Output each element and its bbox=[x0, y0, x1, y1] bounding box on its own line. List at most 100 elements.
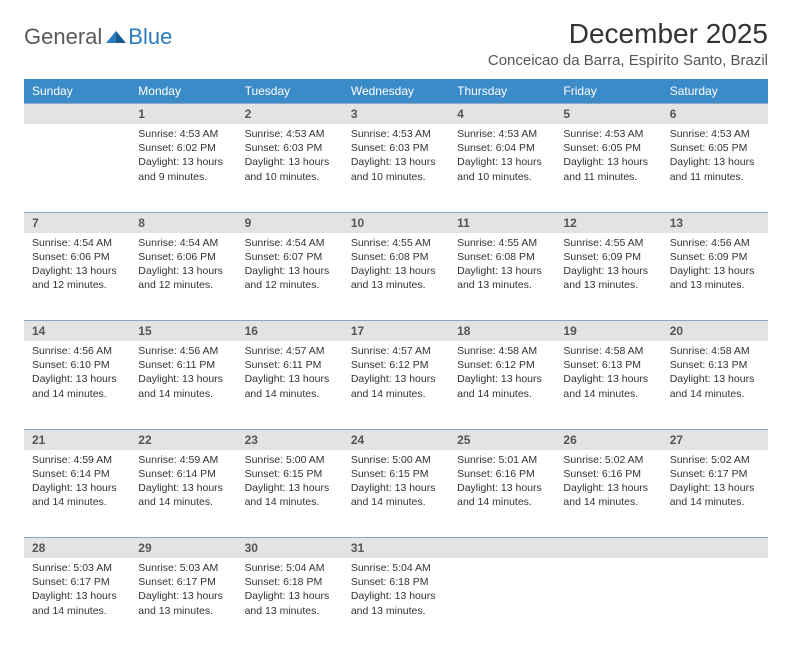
day-number-cell: 30 bbox=[237, 538, 343, 559]
day-details: Sunrise: 4:55 AMSunset: 6:08 PMDaylight:… bbox=[343, 233, 449, 303]
day-number: 7 bbox=[24, 213, 130, 233]
day-number-row: 78910111213 bbox=[24, 212, 768, 233]
daylight-line: Daylight: 13 hours and 14 minutes. bbox=[351, 372, 441, 400]
day-number: 4 bbox=[449, 104, 555, 124]
day-number: 31 bbox=[343, 538, 449, 558]
day-cell: Sunrise: 4:57 AMSunset: 6:11 PMDaylight:… bbox=[237, 341, 343, 429]
day-details: Sunrise: 4:54 AMSunset: 6:07 PMDaylight:… bbox=[237, 233, 343, 303]
day-number: 28 bbox=[24, 538, 130, 558]
day-number-cell: 31 bbox=[343, 538, 449, 559]
day-details: Sunrise: 5:03 AMSunset: 6:17 PMDaylight:… bbox=[130, 558, 236, 628]
sunset-line: Sunset: 6:05 PM bbox=[670, 141, 760, 155]
day-number: 24 bbox=[343, 430, 449, 450]
day-details: Sunrise: 4:57 AMSunset: 6:12 PMDaylight:… bbox=[343, 341, 449, 411]
day-details: Sunrise: 4:53 AMSunset: 6:05 PMDaylight:… bbox=[555, 124, 661, 194]
sunrise-line: Sunrise: 5:04 AM bbox=[351, 561, 441, 575]
sunrise-line: Sunrise: 4:53 AM bbox=[351, 127, 441, 141]
day-number: 9 bbox=[237, 213, 343, 233]
weekday-header: Monday bbox=[130, 79, 236, 104]
sunrise-line: Sunrise: 5:00 AM bbox=[245, 453, 335, 467]
day-number-cell: 23 bbox=[237, 429, 343, 450]
weekday-header: Friday bbox=[555, 79, 661, 104]
daylight-line: Daylight: 13 hours and 11 minutes. bbox=[670, 155, 760, 183]
sunset-line: Sunset: 6:15 PM bbox=[245, 467, 335, 481]
day-number: 23 bbox=[237, 430, 343, 450]
sunrise-line: Sunrise: 4:55 AM bbox=[563, 236, 653, 250]
sunset-line: Sunset: 6:17 PM bbox=[138, 575, 228, 589]
day-number-cell: 25 bbox=[449, 429, 555, 450]
day-details: Sunrise: 4:58 AMSunset: 6:13 PMDaylight:… bbox=[662, 341, 768, 411]
day-number: 8 bbox=[130, 213, 236, 233]
day-details: Sunrise: 5:04 AMSunset: 6:18 PMDaylight:… bbox=[237, 558, 343, 628]
sunset-line: Sunset: 6:13 PM bbox=[670, 358, 760, 372]
day-number: 15 bbox=[130, 321, 236, 341]
day-number-cell: 9 bbox=[237, 212, 343, 233]
day-cell: Sunrise: 4:54 AMSunset: 6:06 PMDaylight:… bbox=[24, 233, 130, 321]
sunset-line: Sunset: 6:12 PM bbox=[457, 358, 547, 372]
day-number: 30 bbox=[237, 538, 343, 558]
sunset-line: Sunset: 6:07 PM bbox=[245, 250, 335, 264]
sunset-line: Sunset: 6:08 PM bbox=[351, 250, 441, 264]
sunrise-line: Sunrise: 4:56 AM bbox=[138, 344, 228, 358]
day-number: 2 bbox=[237, 104, 343, 124]
sunrise-line: Sunrise: 5:02 AM bbox=[670, 453, 760, 467]
day-number: 6 bbox=[662, 104, 768, 124]
day-cell: Sunrise: 4:55 AMSunset: 6:09 PMDaylight:… bbox=[555, 233, 661, 321]
daylight-line: Daylight: 13 hours and 13 minutes. bbox=[670, 264, 760, 292]
sunset-line: Sunset: 6:14 PM bbox=[32, 467, 122, 481]
day-details: Sunrise: 4:55 AMSunset: 6:08 PMDaylight:… bbox=[449, 233, 555, 303]
day-details: Sunrise: 4:59 AMSunset: 6:14 PMDaylight:… bbox=[130, 450, 236, 520]
day-details: Sunrise: 4:56 AMSunset: 6:11 PMDaylight:… bbox=[130, 341, 236, 411]
day-details: Sunrise: 5:02 AMSunset: 6:16 PMDaylight:… bbox=[555, 450, 661, 520]
daylight-line: Daylight: 13 hours and 14 minutes. bbox=[32, 372, 122, 400]
day-cell: Sunrise: 4:54 AMSunset: 6:06 PMDaylight:… bbox=[130, 233, 236, 321]
day-number-cell: 13 bbox=[662, 212, 768, 233]
calendar-body: 123456Sunrise: 4:53 AMSunset: 6:02 PMDay… bbox=[24, 104, 768, 647]
day-number-cell: 29 bbox=[130, 538, 236, 559]
day-cell: Sunrise: 4:55 AMSunset: 6:08 PMDaylight:… bbox=[343, 233, 449, 321]
day-number-cell: 12 bbox=[555, 212, 661, 233]
calendar-page: General Blue December 2025 Conceicao da … bbox=[0, 0, 792, 664]
sunrise-line: Sunrise: 4:54 AM bbox=[245, 236, 335, 250]
daylight-line: Daylight: 13 hours and 14 minutes. bbox=[351, 481, 441, 509]
day-number: 1 bbox=[130, 104, 236, 124]
day-number-cell: 26 bbox=[555, 429, 661, 450]
sunrise-line: Sunrise: 4:53 AM bbox=[245, 127, 335, 141]
daylight-line: Daylight: 13 hours and 14 minutes. bbox=[245, 481, 335, 509]
sunset-line: Sunset: 6:15 PM bbox=[351, 467, 441, 481]
daylight-line: Daylight: 13 hours and 14 minutes. bbox=[670, 372, 760, 400]
day-details: Sunrise: 4:53 AMSunset: 6:02 PMDaylight:… bbox=[130, 124, 236, 194]
daylight-line: Daylight: 13 hours and 13 minutes. bbox=[457, 264, 547, 292]
day-number-cell: 28 bbox=[24, 538, 130, 559]
sunrise-line: Sunrise: 4:55 AM bbox=[351, 236, 441, 250]
day-cell: Sunrise: 4:53 AMSunset: 6:05 PMDaylight:… bbox=[662, 124, 768, 212]
brand-triangle-icon bbox=[106, 29, 126, 45]
day-number: 12 bbox=[555, 213, 661, 233]
day-number-cell: 4 bbox=[449, 104, 555, 125]
day-number: 26 bbox=[555, 430, 661, 450]
title-block: December 2025 Conceicao da Barra, Espiri… bbox=[488, 18, 768, 69]
day-details: Sunrise: 4:56 AMSunset: 6:09 PMDaylight:… bbox=[662, 233, 768, 303]
sunrise-line: Sunrise: 4:54 AM bbox=[138, 236, 228, 250]
sunrise-line: Sunrise: 4:57 AM bbox=[351, 344, 441, 358]
sunset-line: Sunset: 6:04 PM bbox=[457, 141, 547, 155]
day-number-row: 14151617181920 bbox=[24, 321, 768, 342]
sunrise-line: Sunrise: 5:02 AM bbox=[563, 453, 653, 467]
day-details: Sunrise: 5:00 AMSunset: 6:15 PMDaylight:… bbox=[237, 450, 343, 520]
sunset-line: Sunset: 6:10 PM bbox=[32, 358, 122, 372]
sunrise-line: Sunrise: 4:58 AM bbox=[457, 344, 547, 358]
location-subtitle: Conceicao da Barra, Espirito Santo, Braz… bbox=[488, 52, 768, 69]
month-title: December 2025 bbox=[488, 18, 768, 50]
daylight-line: Daylight: 13 hours and 13 minutes. bbox=[351, 589, 441, 617]
sunset-line: Sunset: 6:17 PM bbox=[32, 575, 122, 589]
day-number-cell: 6 bbox=[662, 104, 768, 125]
day-details: Sunrise: 4:53 AMSunset: 6:03 PMDaylight:… bbox=[343, 124, 449, 194]
day-details: Sunrise: 4:55 AMSunset: 6:09 PMDaylight:… bbox=[555, 233, 661, 303]
day-number: 29 bbox=[130, 538, 236, 558]
day-number-cell: 2 bbox=[237, 104, 343, 125]
page-header: General Blue December 2025 Conceicao da … bbox=[24, 18, 768, 69]
day-content-row: Sunrise: 4:53 AMSunset: 6:02 PMDaylight:… bbox=[24, 124, 768, 212]
day-number-row: 21222324252627 bbox=[24, 429, 768, 450]
day-details: Sunrise: 5:01 AMSunset: 6:16 PMDaylight:… bbox=[449, 450, 555, 520]
day-cell: Sunrise: 4:53 AMSunset: 6:05 PMDaylight:… bbox=[555, 124, 661, 212]
